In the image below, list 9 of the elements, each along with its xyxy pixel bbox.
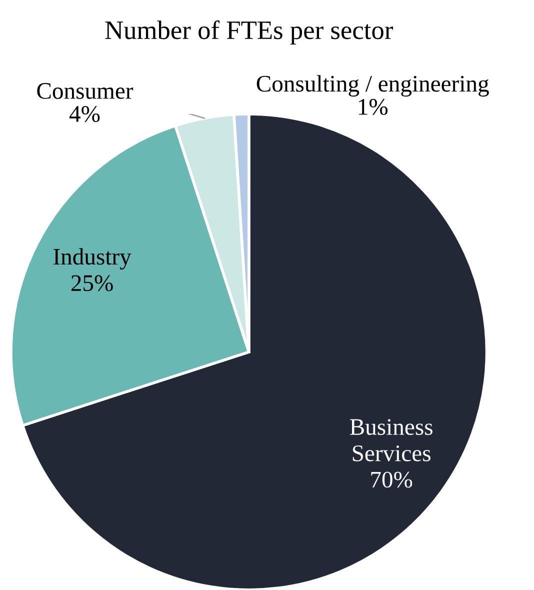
data-label: 1% [358,98,388,115]
slice-label: Consulting / engineering [256,75,489,97]
chart-title: Number of FTEs per sector [105,20,393,45]
data-label: 70% [371,472,412,488]
slice-label: Consumer [37,83,134,99]
slice-label: Industry [54,248,132,270]
data-label: 4% [69,106,100,122]
slice-label: Business Services [350,419,432,462]
data-label: 25% [71,275,113,292]
